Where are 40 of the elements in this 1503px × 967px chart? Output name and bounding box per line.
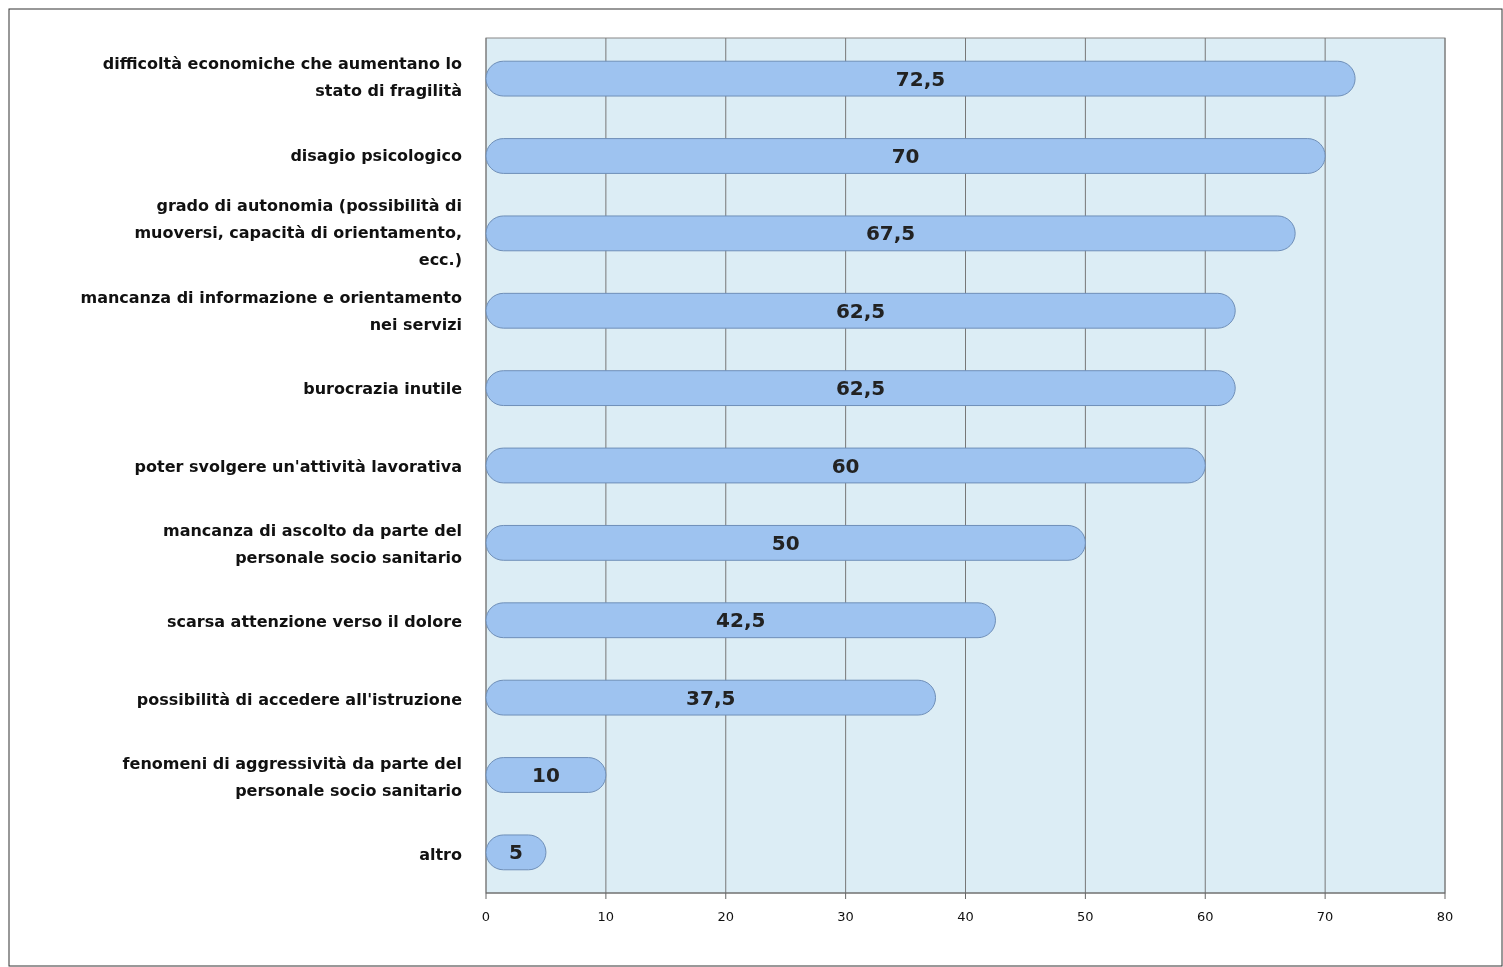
bar	[485, 215, 1296, 252]
data-label: 62,5	[835, 298, 886, 323]
data-label: 72,5	[895, 66, 946, 91]
y-tick-label: poter svolgere un'attività lavorativa	[134, 456, 462, 476]
data-label: 62,5	[835, 376, 886, 401]
y-tick-label: mancanza di informazione e orientamento nei servizi	[80, 287, 462, 334]
y-tick-label: possibilità di accedere all'istruzione	[136, 689, 463, 709]
data-label: 5	[509, 840, 523, 865]
data-label: 50	[771, 530, 800, 555]
bar	[485, 292, 1236, 329]
bar	[485, 60, 1356, 97]
y-tick-label: burocrazia inutile	[303, 378, 463, 398]
bar	[485, 138, 1326, 174]
x-tick-label: 70	[1316, 909, 1334, 924]
data-label: 37,5	[686, 685, 736, 710]
y-tick-label: fenomeni di aggressività da parte del personale socio sanitario	[122, 753, 463, 800]
x-tick-label: 50	[1077, 909, 1094, 924]
bar	[485, 602, 996, 639]
bar	[485, 524, 1086, 561]
y-tick-label: mancanza di ascolto da parte del personale socio sanitario	[162, 520, 463, 567]
x-tick-label: 10	[597, 909, 615, 924]
x-tick-label: 40	[957, 909, 974, 924]
y-tick-label: disagio psicologico	[290, 145, 462, 165]
bar	[485, 370, 1236, 407]
data-label: 60	[831, 453, 860, 478]
x-tick-label: 30	[837, 909, 854, 924]
y-tick-label: grado di autonomia (possibilità di muoversi, capacità di orientamento, ecc.)	[134, 196, 462, 270]
bar	[485, 447, 1206, 484]
data-label: 70	[891, 144, 920, 168]
y-tick-label: scarsa attenzione verso il dolore	[167, 611, 463, 631]
y-tick-label: altro	[419, 845, 463, 865]
data-label: 42,5	[716, 608, 766, 633]
x-tick-label: 20	[717, 909, 735, 924]
x-tick-label: 80	[1436, 909, 1454, 924]
data-label: 67,5	[865, 221, 916, 246]
y-tick-label: difficoltà economiche che aumentano lo stato di fragilità	[102, 54, 462, 101]
x-tick-label: 60	[1196, 909, 1214, 924]
bar	[485, 679, 937, 716]
x-tick-label: 0	[481, 909, 491, 924]
data-label: 10	[532, 763, 560, 787]
